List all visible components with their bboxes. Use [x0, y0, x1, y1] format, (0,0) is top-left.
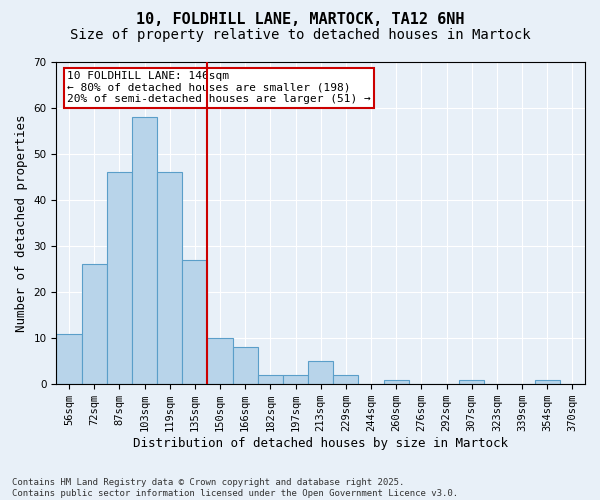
- Bar: [208, 338, 233, 384]
- Bar: [132, 117, 157, 384]
- Bar: [459, 380, 484, 384]
- Bar: [258, 375, 283, 384]
- Bar: [308, 361, 333, 384]
- Y-axis label: Number of detached properties: Number of detached properties: [15, 114, 28, 332]
- Bar: [283, 375, 308, 384]
- Text: 10 FOLDHILL LANE: 146sqm
← 80% of detached houses are smaller (198)
20% of semi-: 10 FOLDHILL LANE: 146sqm ← 80% of detach…: [67, 71, 371, 104]
- Bar: [157, 172, 182, 384]
- Bar: [333, 375, 358, 384]
- Bar: [182, 260, 208, 384]
- Text: 10, FOLDHILL LANE, MARTOCK, TA12 6NH: 10, FOLDHILL LANE, MARTOCK, TA12 6NH: [136, 12, 464, 28]
- Text: Size of property relative to detached houses in Martock: Size of property relative to detached ho…: [70, 28, 530, 42]
- Bar: [535, 380, 560, 384]
- X-axis label: Distribution of detached houses by size in Martock: Distribution of detached houses by size …: [133, 437, 508, 450]
- Text: Contains HM Land Registry data © Crown copyright and database right 2025.
Contai: Contains HM Land Registry data © Crown c…: [12, 478, 458, 498]
- Bar: [383, 380, 409, 384]
- Bar: [233, 348, 258, 384]
- Bar: [56, 334, 82, 384]
- Bar: [82, 264, 107, 384]
- Bar: [107, 172, 132, 384]
